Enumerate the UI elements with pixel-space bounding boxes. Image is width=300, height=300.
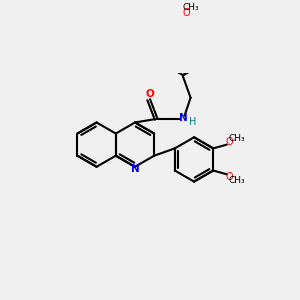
Text: N: N	[130, 164, 140, 174]
Text: O: O	[226, 137, 234, 147]
Text: O: O	[146, 89, 154, 99]
Text: H: H	[189, 117, 196, 127]
Text: CH₃: CH₃	[228, 176, 245, 185]
Text: N: N	[179, 113, 188, 123]
Text: O: O	[226, 172, 234, 182]
Text: O: O	[183, 8, 190, 18]
Text: CH₃: CH₃	[182, 3, 199, 12]
Text: CH₃: CH₃	[228, 134, 245, 143]
